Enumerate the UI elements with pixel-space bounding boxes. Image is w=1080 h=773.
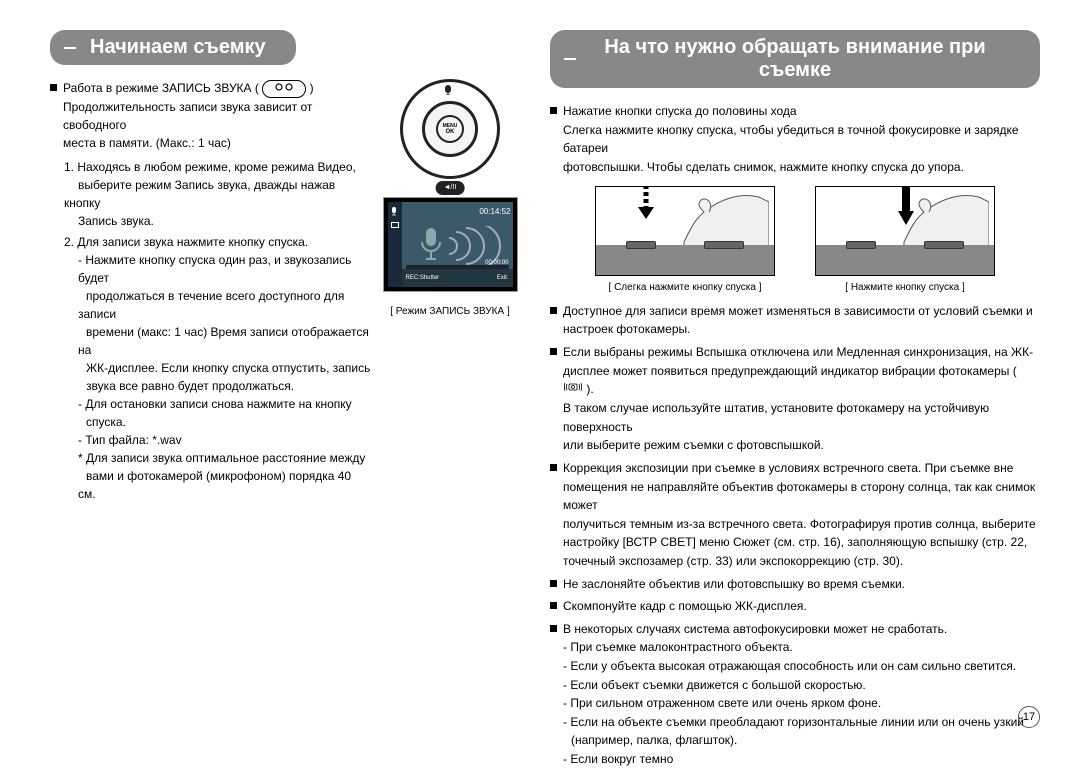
- step2-d2b: спуска.: [78, 415, 126, 429]
- left-header-text: Начинаем съемку: [90, 36, 266, 58]
- b3-l3: В таком случае используйте штатив, устан…: [563, 401, 989, 434]
- b1-l2: фотовспышки. Чтобы сделать снимок, нажми…: [563, 160, 964, 174]
- b4-l3: получиться темным из-за встречного света…: [563, 517, 1036, 531]
- work-mode-label: Работа в режиме ЗАПИСЬ ЗВУКА (: [63, 81, 259, 95]
- b3-l2b: ).: [586, 382, 593, 396]
- b1-l1: Слегка нажмите кнопку спуска, чтобы убед…: [563, 123, 1019, 156]
- b7-d2: - Если у объекта высокая отражающая спос…: [563, 659, 1016, 673]
- lcd-rec-label: REC:Shutter: [406, 274, 440, 283]
- b7-d4: - При сильном отраженном свете или очень…: [563, 696, 881, 710]
- b2-l2: настроек фотокамеры.: [563, 322, 690, 336]
- step2-d2a: - Для остановки записи снова нажмите на …: [78, 397, 352, 411]
- bullet-icon: [550, 107, 557, 114]
- bullet-icon: [550, 464, 557, 471]
- fig1-caption: [ Слегка нажмите кнопку спуска ]: [595, 280, 775, 296]
- lcd-caption: [ Режим ЗАПИСЬ ЗВУКА ]: [390, 304, 509, 319]
- lcd-exit-label: Exit:: [497, 274, 509, 283]
- left-section-header: Начинаем съемку: [50, 30, 296, 65]
- voice-mode-heading: Работа в режиме ЗАПИСЬ ЗВУКА ( ) Продолж…: [50, 79, 372, 152]
- page-number-value: 17: [1023, 711, 1035, 723]
- b7-d3: - Если объект съемки движется с большой …: [563, 678, 866, 692]
- voice-mode-icon: [262, 80, 306, 98]
- bullet-rec-time: Доступное для записи время может изменят…: [550, 302, 1040, 339]
- lcd-voice-record-figure: 00:14:52 00:00:00 REC:Shutter Exit:: [383, 197, 518, 292]
- step2-d1c: времени (макс: 1 час) Время записи отобр…: [78, 325, 369, 357]
- lcd-time: 00:14:52: [479, 206, 510, 218]
- step2-line: 2. Для записи звука нажмите кнопку спуск…: [64, 235, 308, 249]
- arrow-down-solid-icon: [896, 186, 916, 227]
- b3-l4: или выберите режим съемки с фотовспышкой…: [563, 438, 824, 452]
- page-number: 17: [1018, 706, 1040, 728]
- b7-d6: - Если вокруг темно: [563, 752, 673, 766]
- b7: В некоторых случаях система автофокусиро…: [563, 622, 947, 636]
- b4-l2: помещения не направляйте объектив фотока…: [563, 480, 1035, 513]
- arrow-down-dashed-icon: [636, 186, 656, 223]
- lcd-counter: 00:00:00: [485, 259, 508, 268]
- b5: Не заслоняйте объектив или фотовспышку в…: [563, 577, 905, 591]
- b4-l5: точечный экспозамер (стр. 33) или экспок…: [563, 554, 903, 568]
- fig2-caption: [ Нажмите кнопку спуска ]: [815, 280, 995, 296]
- b6: Скомпонуйте кадр с помощью ЖК-дисплея.: [563, 599, 807, 613]
- b7-d1: - При съемке малоконтрастного объекта.: [563, 640, 793, 654]
- dial-ok-label: OK: [446, 129, 455, 135]
- step2-d1a: - Нажмите кнопку спуска один раз, и звук…: [78, 253, 351, 285]
- step-1: 1. Находясь в любом режиме, кроме режима…: [64, 158, 372, 230]
- bullet-icon: [550, 348, 557, 355]
- work-mode-close: ): [310, 81, 314, 95]
- bullet-icon: [550, 625, 557, 632]
- step2-d3: - Тип файла: *.wav: [78, 433, 182, 447]
- b4-l4: настройку [ВСТР СВЕТ] меню Сюжет (см. ст…: [563, 535, 1027, 549]
- mode-dial-figure: MENU OK ◄/II: [395, 79, 505, 189]
- play-pause-button-icon: ◄/II: [436, 181, 465, 196]
- right-header-text: На что нужно обращать внимание при съемк…: [604, 36, 985, 81]
- b3-l2a: дисплее может появиться предупреждающий …: [563, 364, 1017, 378]
- right-section-header: На что нужно обращать внимание при съемк…: [550, 30, 1040, 88]
- figure-half-press: [ Слегка нажмите кнопку спуска ]: [595, 186, 775, 296]
- bullet-flash-off: Если выбраны режимы Вспышка отключена ил…: [550, 343, 1040, 455]
- step1-line-a: 1. Находясь в любом режиме, кроме режима…: [64, 160, 356, 174]
- step2-d1b: продолжаться в течение всего доступного …: [78, 289, 344, 321]
- b7-d5b: (например, палка, флагшток).: [563, 733, 737, 747]
- step-2: 2. Для записи звука нажмите кнопку спуск…: [64, 233, 372, 503]
- b7-d5: - Если на объекте съемки преобладают гор…: [563, 715, 1024, 729]
- step2-d1d: ЖК-дисплее. Если кнопку спуска отпустить…: [78, 361, 370, 375]
- step2-d4b: вами и фотокамерой (микрофоном) порядка …: [78, 469, 351, 501]
- intro-line1: Продолжительность записи звука зависит о…: [63, 100, 312, 132]
- intro-line2: места в памяти. (Макс.: 1 час): [63, 136, 231, 150]
- bullet-icon: [550, 307, 557, 314]
- bullet-dont-block: Не заслоняйте объектив или фотовспышку в…: [550, 575, 1040, 594]
- step1-line-b: выберите режим Запись звука, дважды нажа…: [64, 178, 335, 210]
- figure-full-press: [ Нажмите кнопку спуска ]: [815, 186, 995, 296]
- b3-l1: Если выбраны режимы Вспышка отключена ил…: [563, 345, 1033, 359]
- b4-l1: Коррекция экспозиции при съемке в услови…: [563, 461, 1013, 475]
- b2-l1: Доступное для записи время может изменят…: [563, 304, 1033, 318]
- b1-title: Нажатие кнопки спуска до половины хода: [563, 104, 797, 118]
- step2-d1e: звука все равно будет продолжаться.: [78, 379, 294, 393]
- bullet-icon: [550, 580, 557, 587]
- bullet-backlight: Коррекция экспозиции при съемке в услови…: [550, 459, 1040, 571]
- bullet-icon: [50, 84, 57, 91]
- step1-line-c: Запись звука.: [64, 214, 154, 228]
- bullet-icon: [550, 602, 557, 609]
- camera-shake-icon: [563, 381, 583, 399]
- bullet-af-fail: В некоторых случаях система автофокусиро…: [550, 620, 1040, 769]
- step2-d4a: * Для записи звука оптимальное расстояни…: [78, 451, 365, 465]
- bullet-half-press: Нажатие кнопки спуска до половины хода С…: [550, 102, 1040, 176]
- bullet-compose: Скомпонуйте кадр с помощью ЖК-дисплея.: [550, 597, 1040, 616]
